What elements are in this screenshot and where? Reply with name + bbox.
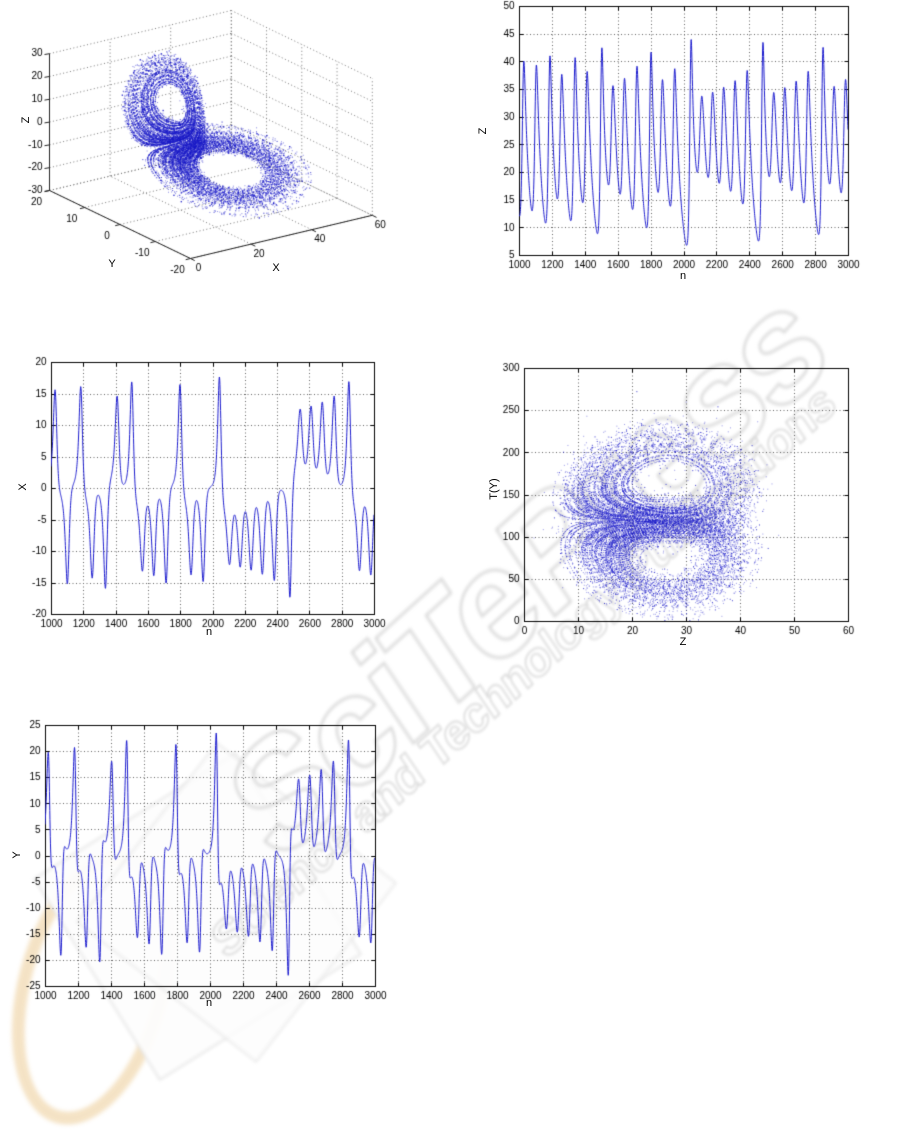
axis-label-y-series-y: Y xyxy=(11,851,23,859)
plot-z-series-canvas xyxy=(451,0,901,300)
axis-label-z-series-x: n xyxy=(679,270,687,282)
axis-label-z-series-y: Z xyxy=(477,127,489,135)
plot-ty-vs-z xyxy=(451,340,901,640)
axis-label-3d-x: X xyxy=(272,262,280,274)
axis-label-3d-y: Y xyxy=(108,258,116,270)
plot-x-series xyxy=(0,340,450,640)
axis-label-y-series-x: n xyxy=(205,997,213,1009)
plot-y-series xyxy=(0,700,450,1020)
plot-y-series-canvas xyxy=(0,700,450,1020)
plot-3d-attractor xyxy=(0,0,450,300)
plot-z-series xyxy=(451,0,901,300)
plot-3d-attractor-canvas xyxy=(0,0,450,300)
axis-label-ty-y: T(Y) xyxy=(488,478,500,500)
axis-label-ty-x: Z xyxy=(679,636,687,648)
axis-label-3d-z: Z xyxy=(20,116,32,124)
plot-ty-vs-z-canvas xyxy=(451,340,901,640)
axis-label-x-series-y: X xyxy=(17,483,29,491)
axis-label-x-series-x: n xyxy=(205,626,213,638)
plot-x-series-canvas xyxy=(0,340,450,640)
